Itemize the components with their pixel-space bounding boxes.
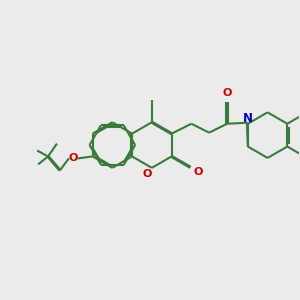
Text: O: O (68, 153, 77, 164)
Text: O: O (194, 167, 203, 177)
Text: O: O (142, 169, 152, 179)
Text: N: N (243, 112, 253, 125)
Text: O: O (222, 88, 232, 98)
